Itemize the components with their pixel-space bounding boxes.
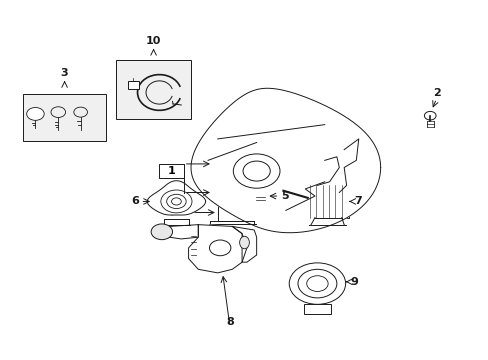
Bar bbox=[23, 94, 106, 141]
Polygon shape bbox=[188, 225, 246, 273]
Text: 9: 9 bbox=[350, 277, 358, 287]
Text: 6: 6 bbox=[131, 197, 139, 206]
Circle shape bbox=[277, 187, 285, 193]
Circle shape bbox=[27, 108, 44, 120]
Bar bbox=[254, 189, 266, 203]
Text: 3: 3 bbox=[61, 68, 68, 78]
Bar bbox=[159, 164, 183, 178]
Text: 10: 10 bbox=[145, 36, 161, 46]
Circle shape bbox=[297, 269, 336, 298]
Circle shape bbox=[424, 111, 435, 120]
Text: 8: 8 bbox=[225, 317, 233, 327]
Text: 5: 5 bbox=[281, 191, 288, 201]
Bar bbox=[303, 304, 330, 314]
Circle shape bbox=[151, 224, 172, 240]
Bar bbox=[217, 204, 244, 221]
Bar bbox=[254, 203, 266, 210]
Polygon shape bbox=[147, 181, 205, 215]
Text: 4: 4 bbox=[166, 207, 174, 217]
Polygon shape bbox=[191, 88, 380, 233]
Ellipse shape bbox=[239, 236, 249, 249]
Bar bbox=[127, 81, 138, 89]
Bar bbox=[307, 185, 348, 217]
Text: 1: 1 bbox=[167, 166, 175, 176]
Bar bbox=[116, 60, 191, 119]
Text: 2: 2 bbox=[432, 88, 440, 98]
Text: 7: 7 bbox=[353, 197, 361, 206]
Bar bbox=[223, 199, 238, 204]
Polygon shape bbox=[169, 225, 198, 239]
Polygon shape bbox=[232, 226, 256, 262]
